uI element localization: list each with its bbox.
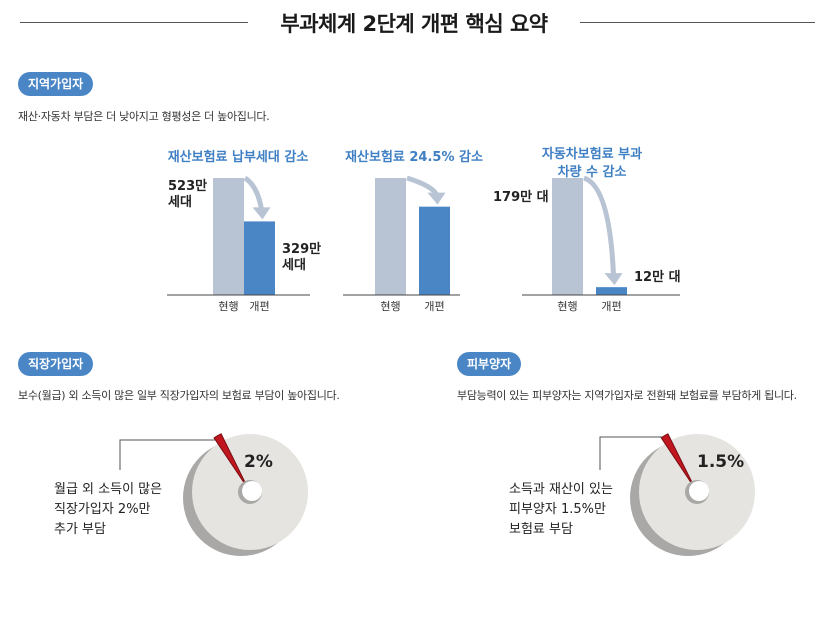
value-label-3-2: 12만 대 xyxy=(634,269,681,285)
donut-share-wedge-2 xyxy=(660,433,696,490)
donut-annotation-2: 소득과 재산이 있는 피부양자 1.5%만 보험료 부담 xyxy=(509,482,613,537)
donut-hole-2 xyxy=(689,481,709,501)
leader-line-2 xyxy=(599,436,662,470)
regional-badge: 지역가입자 xyxy=(18,72,94,96)
value-label-1-1: 523만 세대 xyxy=(168,178,207,210)
trend-arrow-2 xyxy=(406,175,439,196)
trend-arrow-3 xyxy=(582,175,616,276)
bar-reform-3 xyxy=(596,287,627,295)
category-label-3-1: 현행 xyxy=(557,300,577,313)
employee-badge: 직장가입자 xyxy=(18,352,94,376)
title-rule-right xyxy=(580,22,815,23)
dependent-description: 부담능력이 있는 피부양자는 지역가입자로 전환돼 보험료를 부담하게 됩니다. xyxy=(457,389,797,402)
bar-current-2 xyxy=(375,178,406,295)
trend-arrowhead-1 xyxy=(252,207,271,220)
bar-chart-title-2: 재산보험료 24.5% 감소 xyxy=(345,149,483,165)
bar-chart-title-3: 자동차보험료 부과 차량 수 감소 xyxy=(542,146,642,180)
employee-description: 보수(월급) 외 소득이 많은 일부 직장가입자의 보험료 부담이 높아집니다. xyxy=(18,389,340,402)
donut-share-wedge-1 xyxy=(213,433,249,490)
trend-arrowhead-3 xyxy=(604,273,623,286)
donut-hole-1 xyxy=(242,481,262,501)
category-label-3-2: 개편 xyxy=(601,300,621,313)
page-title: 부과체계 2단계 개편 핵심 요약 xyxy=(280,12,548,36)
donut-annotation-1: 월급 외 소득이 많은 직장가입자 2%만 추가 부담 xyxy=(54,482,162,537)
category-label-1-2: 개편 xyxy=(249,300,269,313)
category-label-2-2: 개편 xyxy=(424,300,444,313)
bar-current-3 xyxy=(552,178,583,295)
bar-chart-title-1: 재산보험료 납부세대 감소 xyxy=(168,149,309,165)
donut-percent-label-2: 1.5% xyxy=(697,452,744,472)
trend-arrow-1 xyxy=(243,175,264,210)
value-label-1-2: 329만 세대 xyxy=(282,241,321,273)
bar-reform-1 xyxy=(244,221,275,295)
trend-arrowhead-2 xyxy=(427,192,446,205)
title-rule-left xyxy=(20,22,248,23)
bar-reform-2 xyxy=(419,206,450,295)
regional-description: 재산·자동차 부담은 더 낮아지고 형평성은 더 높아집니다. xyxy=(18,110,270,123)
donut-percent-label-1: 2% xyxy=(244,452,273,472)
category-label-1-1: 현행 xyxy=(218,300,238,313)
leader-line-1 xyxy=(119,439,215,470)
title-bar: 부과체계 2단계 개편 핵심 요약 xyxy=(0,8,833,38)
bar-current-1 xyxy=(213,178,244,295)
category-label-2-1: 현행 xyxy=(380,300,400,313)
value-label-3-1: 179만 대 xyxy=(493,189,549,205)
dependent-badge: 피부양자 xyxy=(457,352,522,376)
